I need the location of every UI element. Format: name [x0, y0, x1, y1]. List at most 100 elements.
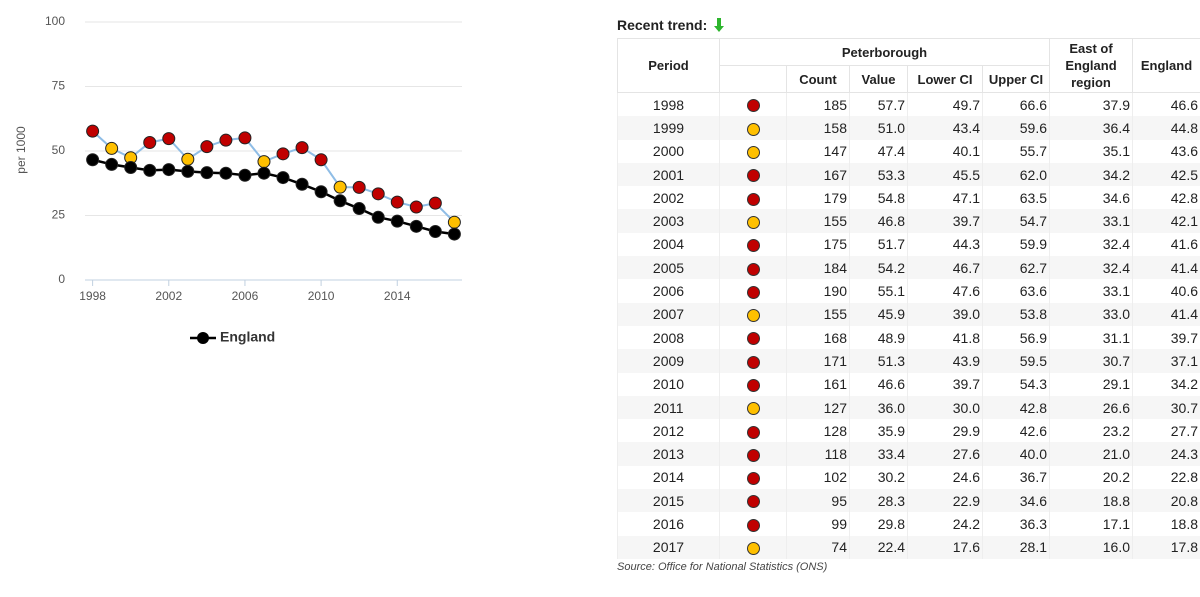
table-cell: 74	[786, 535, 850, 559]
table-cell: 35.9	[849, 419, 908, 443]
data-point	[238, 131, 252, 145]
table-cell: 24.2	[907, 512, 983, 536]
x-tick-label: 1998	[79, 289, 106, 303]
data-point	[314, 185, 328, 199]
table-cell: 44.8	[1132, 116, 1200, 140]
table-cell: 55.7	[982, 139, 1050, 163]
table-cell: 36.3	[982, 512, 1050, 536]
table-cell: 23.2	[1049, 419, 1133, 443]
table-cell: 54.7	[982, 209, 1050, 233]
table-cell: 17.1	[1049, 512, 1133, 536]
significance-dot	[746, 518, 760, 532]
table-cell: 2012	[617, 419, 720, 443]
table-cell: 42.6	[982, 419, 1050, 443]
table-row: 2007 155 45.9 39.0 53.8 33.0 41.4	[617, 302, 1200, 326]
significance-cell	[719, 139, 787, 163]
table-cell: 29.8	[849, 512, 908, 536]
table-cell: 127	[786, 395, 850, 420]
table-cell: 62.7	[982, 256, 1050, 280]
significance-cell	[719, 116, 787, 140]
x-tick-label: 2002	[155, 289, 182, 303]
trend-title: Recent trend:	[617, 17, 708, 33]
table-cell: 53.3	[849, 162, 908, 187]
table-cell: 46.6	[1132, 92, 1200, 117]
table-cell: 48.9	[849, 325, 908, 350]
source-note: Source: Office for National Statistics (…	[617, 560, 828, 573]
table-cell: 41.6	[1132, 232, 1200, 257]
data-point	[314, 153, 328, 167]
data-point	[86, 124, 100, 138]
data-point	[105, 157, 119, 171]
data-point	[428, 196, 442, 210]
data-point	[276, 147, 290, 161]
table-cell: 2001	[617, 162, 720, 187]
data-point	[181, 164, 195, 178]
table-cell: 21.0	[1049, 442, 1133, 466]
table-cell: 54.8	[849, 186, 908, 210]
table-row: 2015 95 28.3 22.9 34.6 18.8 20.8	[617, 489, 1200, 513]
data-point	[124, 161, 138, 175]
table-row: 2001 167 53.3 45.5 62.0 34.2 42.5	[617, 162, 1200, 187]
significance-cell	[719, 419, 787, 443]
table-row: 2017 74 22.4 17.6 28.1 16.0 17.8	[617, 535, 1200, 559]
table-cell: 51.7	[849, 232, 908, 257]
significance-cell	[719, 279, 787, 303]
data-point	[257, 166, 271, 180]
table-cell: 55.1	[849, 279, 908, 303]
table-cell: 45.9	[849, 302, 908, 326]
table-cell: 37.9	[1049, 92, 1133, 117]
table-cell: 22.9	[907, 489, 983, 513]
table-cell: 43.4	[907, 116, 983, 140]
table-cell: 42.8	[982, 395, 1050, 420]
table-cell: 28.1	[982, 535, 1050, 559]
data-point	[371, 187, 385, 201]
y-tick-label: 0	[58, 272, 65, 286]
data-point	[447, 215, 461, 229]
table-cell: 24.6	[907, 465, 983, 490]
legend-marker	[197, 332, 209, 344]
trend-header: Recent trend:	[617, 12, 1200, 38]
significance-dot	[746, 309, 760, 323]
table-row: 2013 118 33.4 27.6 40.0 21.0 24.3	[617, 442, 1200, 466]
table-cell: 39.0	[907, 302, 983, 326]
table-cell: 16.0	[1049, 535, 1133, 559]
table-cell: 41.8	[907, 325, 983, 350]
significance-dot	[746, 122, 760, 136]
table-cell: 30.7	[1132, 395, 1200, 420]
data-point	[200, 166, 214, 180]
data-point	[200, 140, 214, 154]
table-cell: 118	[786, 442, 850, 466]
data-point	[409, 219, 423, 233]
table-cell: 99	[786, 512, 850, 536]
table-cell: 2017	[617, 535, 720, 559]
data-point	[257, 155, 271, 169]
table-cell: 49.7	[907, 92, 983, 117]
table-row: 2002 179 54.8 47.1 63.5 34.6 42.8	[617, 186, 1200, 210]
table-cell: 161	[786, 372, 850, 396]
table-cell: 32.4	[1049, 232, 1133, 257]
table-cell: 33.1	[1049, 209, 1133, 233]
table-cell: 34.2	[1132, 372, 1200, 396]
table-cell: 34.2	[1049, 162, 1133, 187]
table-cell: 2005	[617, 256, 720, 280]
trend-panel: Recent trend: Period Peterborough East o…	[617, 12, 1200, 573]
y-axis-title: per 1000	[14, 126, 28, 174]
table-cell: 128	[786, 419, 850, 443]
trend-arrow-icon	[714, 18, 725, 32]
data-point	[238, 168, 252, 182]
table-row: 2011 127 36.0 30.0 42.8 26.6 30.7	[617, 395, 1200, 420]
significance-dot	[746, 239, 760, 253]
table-row: 2012 128 35.9 29.9 42.6 23.2 27.7	[617, 419, 1200, 443]
legend-label: England	[220, 329, 275, 345]
chart: per 1000 0 25 50 75 100 1998 2002 2006 2010 2014 E…	[14, 14, 462, 345]
table-cell: 53.8	[982, 302, 1050, 326]
y-tick-label: 50	[52, 143, 66, 157]
header-cell: Value	[849, 65, 908, 93]
table-row: 1998 185 57.7 49.7 66.6 37.9 46.6	[617, 92, 1200, 117]
table-cell: 44.3	[907, 232, 983, 257]
y-tick-label: 25	[52, 208, 66, 222]
table-cell: 56.9	[982, 325, 1050, 350]
significance-dot	[746, 146, 760, 160]
y-tick-label: 100	[45, 14, 65, 28]
